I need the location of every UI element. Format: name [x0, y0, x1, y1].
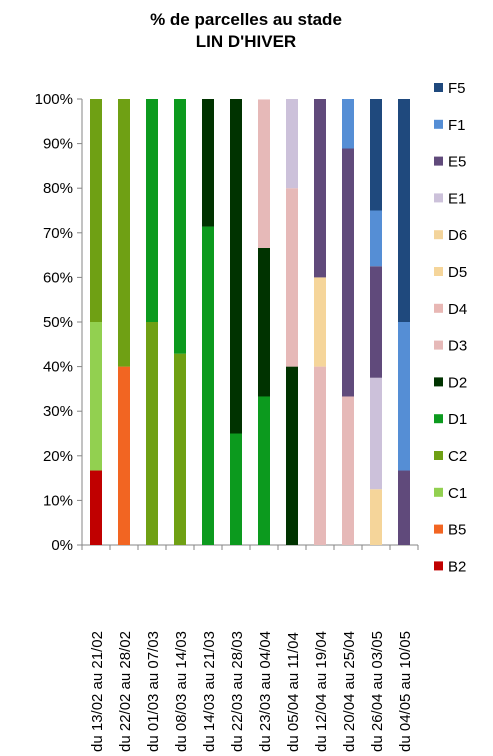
- bar-segment-c2: [146, 322, 158, 545]
- y-tick-label: 70%: [43, 225, 73, 242]
- y-tick-label: 90%: [43, 136, 73, 153]
- x-tick-label: du 12/04 au 19/04: [313, 631, 330, 752]
- bar-segment-c2: [90, 99, 102, 322]
- bar-segment-d3: [342, 396, 354, 545]
- bar-segment-d1: [202, 226, 214, 545]
- x-tick-label: du 26/04 au 03/05: [369, 631, 386, 752]
- legend-label-d6: D6: [448, 227, 467, 244]
- legend-swatch-d5: [434, 267, 443, 276]
- x-tick-label: du 22/03 au 28/03: [229, 631, 246, 752]
- legend-swatch-b2: [434, 561, 443, 571]
- bar-segment-d5: [314, 277, 326, 367]
- bar-segment-f5: [398, 99, 410, 322]
- x-tick-label: du 20/04 au 25/04: [341, 631, 358, 752]
- x-tick-label: du 05/04 au 11/04: [285, 632, 302, 752]
- y-tick-label: 0%: [51, 537, 73, 554]
- legend-swatch-f1: [434, 119, 443, 129]
- bar-segment-d2: [286, 366, 298, 545]
- legend-label-d1: D1: [448, 411, 467, 428]
- legend: F5 F1 E5 E1 D6 D5 D4 D3 D2 D1 C2 C1 B5 B2: [434, 80, 467, 575]
- bar-segment-f1: [398, 322, 410, 471]
- legend-label-b2: B2: [448, 558, 466, 575]
- legend-label-c2: C2: [448, 448, 467, 465]
- plot-area: 0% 10% 20% 30% 40% 50% 60% 70% 80% 90% 100% du 13/0…: [35, 91, 419, 752]
- chart-title-line-2: LIN D'HIVER: [196, 32, 296, 51]
- y-tick-label: 60%: [43, 269, 73, 286]
- bar-segment-b2: [90, 470, 102, 545]
- bar-segment-d1: [230, 433, 242, 545]
- legend-swatch-e1: [434, 193, 443, 203]
- x-tick-label: du 01/03 au 07/03: [145, 631, 162, 752]
- x-tick-label: du 22/02 au 28/02: [117, 631, 134, 752]
- x-tick-label: du 13/02 au 21/02: [89, 631, 106, 752]
- legend-label-f5: F5: [448, 80, 466, 97]
- legend-swatch-f5: [434, 83, 443, 92]
- y-tick-label: 80%: [43, 180, 73, 197]
- bar-segment-c1: [90, 322, 102, 471]
- bar-segment-e5: [398, 470, 410, 545]
- bar-segment-d1: [258, 396, 270, 545]
- legend-swatch-c1: [434, 487, 443, 497]
- bar-segment-e1: [286, 99, 298, 189]
- y-tick-label: 50%: [43, 314, 73, 331]
- legend-label-c1: C1: [448, 485, 467, 502]
- y-tick-label: 40%: [43, 359, 73, 376]
- x-tick-label: du 04/05 au 10/05: [397, 631, 414, 752]
- legend-swatch-d6: [434, 230, 443, 240]
- legend-label-d2: D2: [448, 374, 467, 391]
- bar-segment-d3: [258, 99, 270, 248]
- legend-swatch-b5: [434, 524, 443, 534]
- bar-segment-b5: [118, 366, 130, 545]
- bar-segment-d2: [258, 247, 270, 397]
- bar-segment-d1: [146, 99, 158, 322]
- legend-label-b5: B5: [448, 522, 466, 539]
- legend-label-e5: E5: [448, 154, 466, 171]
- bar-segment-e5: [314, 99, 326, 278]
- bar-segment-d5: [370, 489, 382, 545]
- legend-swatch-c2: [434, 451, 443, 460]
- legend-label-d3: D3: [448, 338, 467, 355]
- legend-swatch-d4: [434, 303, 443, 313]
- bar-segment-d2: [230, 99, 242, 434]
- bar-segment-f1: [370, 210, 382, 267]
- bar-segment-e5: [342, 148, 354, 397]
- legend-swatch-e5: [434, 156, 443, 166]
- x-tick-label: du 08/03 au 14/03: [173, 631, 190, 752]
- y-tick-label: 10%: [43, 492, 73, 509]
- bar-segment-d3: [286, 188, 298, 367]
- bar-segment-c2: [174, 353, 186, 545]
- x-tick-label: du 23/03 au 04/04: [257, 631, 274, 752]
- bar-segment-c2: [118, 99, 130, 367]
- legend-label-e1: E1: [448, 190, 466, 207]
- legend-swatch-d3: [434, 340, 443, 350]
- legend-swatch-d1: [434, 414, 443, 424]
- bar-segment-f5: [370, 99, 382, 211]
- y-tick-label: 20%: [43, 448, 73, 465]
- legend-label-d5: D5: [448, 264, 467, 281]
- bar-segment-d1: [174, 99, 186, 354]
- x-tick-label: du 14/03 au 21/03: [201, 631, 218, 752]
- chart-title-line-1: % de parcelles au stade: [150, 10, 342, 29]
- y-tick-label: 30%: [43, 403, 73, 420]
- bar-segment-d2: [202, 99, 214, 227]
- bar-segment-f1: [342, 99, 354, 149]
- bar-segment-e5: [370, 266, 382, 378]
- bar-segment-d3: [314, 366, 326, 545]
- legend-label-d4: D4: [448, 301, 467, 318]
- legend-swatch-d2: [434, 377, 443, 387]
- y-tick-label: 100%: [35, 91, 73, 108]
- legend-label-f1: F1: [448, 117, 466, 134]
- bar-segment-e1: [370, 377, 382, 490]
